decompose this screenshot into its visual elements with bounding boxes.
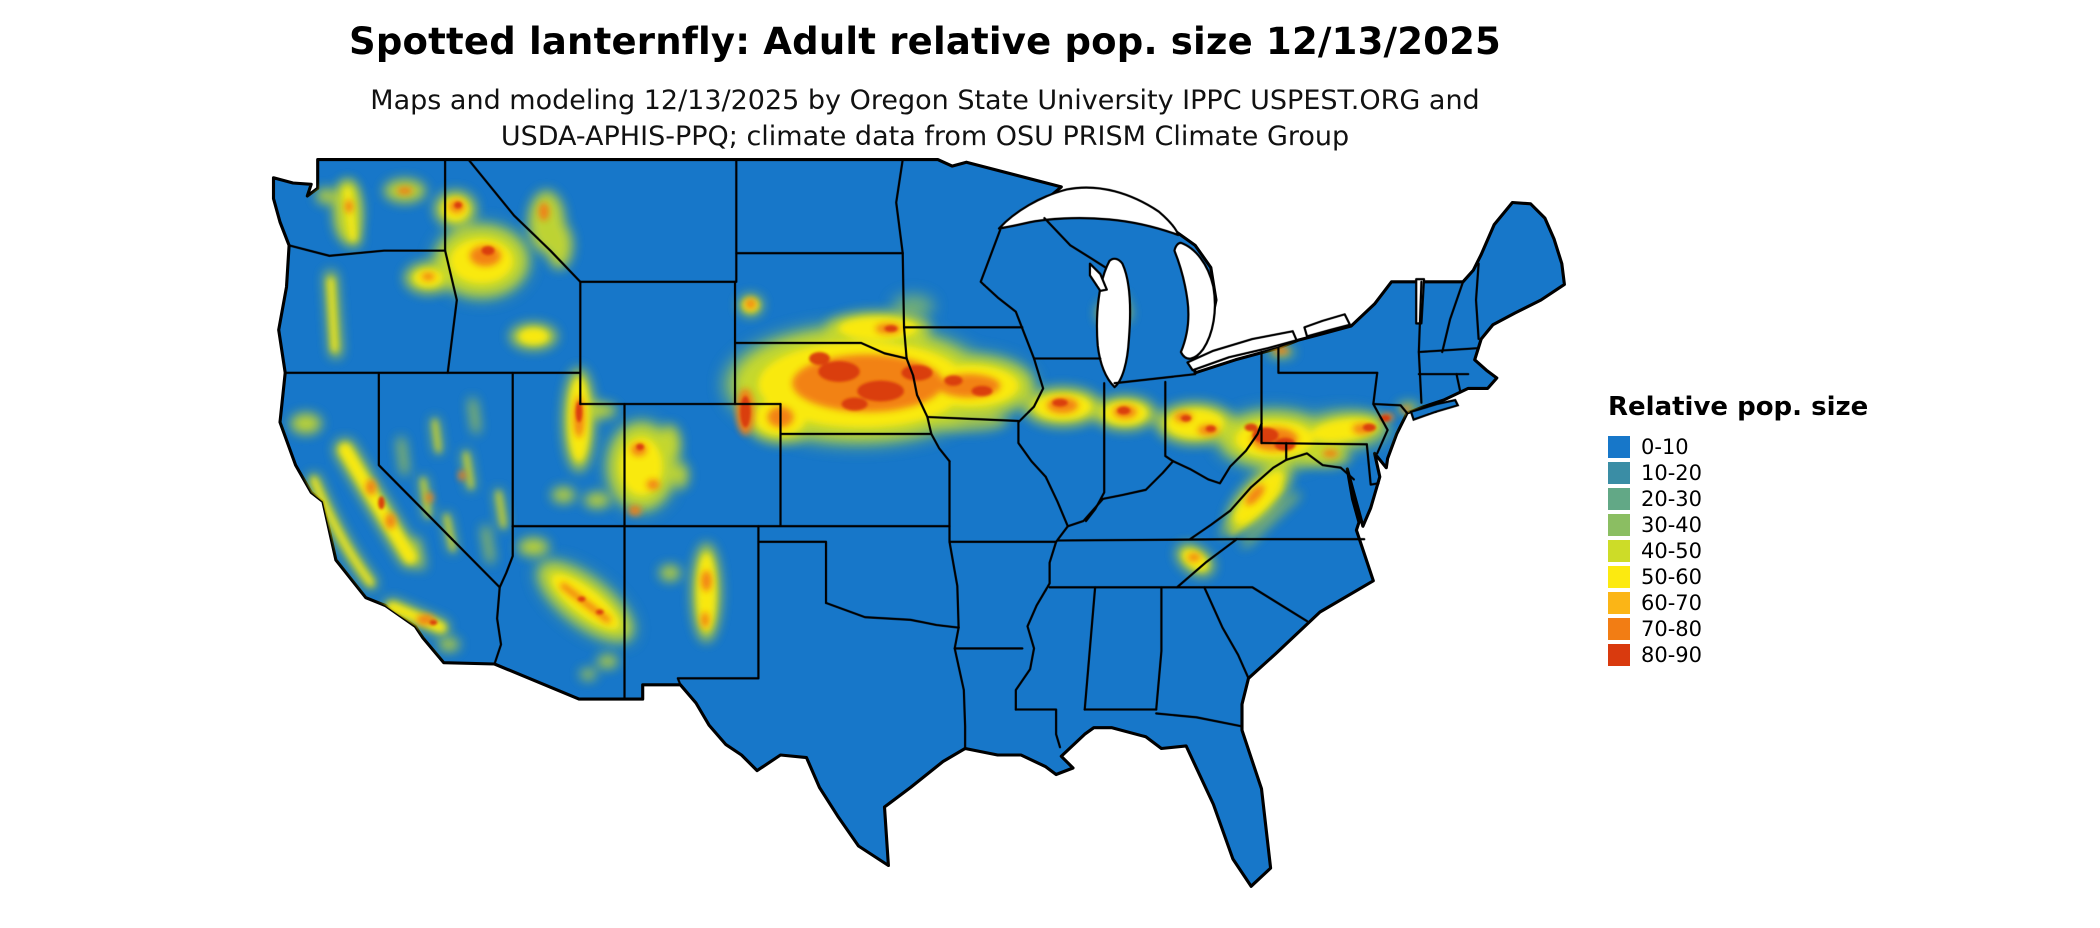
legend-item-label: 0-10: [1641, 435, 1689, 459]
green-bay: [1088, 262, 1108, 293]
legend-item: 80-90: [1608, 642, 1868, 668]
lake-superior: [997, 186, 1180, 237]
legend-item-label: 40-50: [1641, 539, 1703, 563]
legend-item-label: 60-70: [1641, 591, 1703, 615]
legend-item: 20-30: [1608, 486, 1868, 512]
state-borders: [284, 158, 1480, 750]
legend-item: 0-10: [1608, 434, 1868, 460]
legend-swatch: [1608, 644, 1630, 666]
legend-item: 70-80: [1608, 616, 1868, 642]
us-map-svg: [271, 158, 1566, 888]
legend-swatch: [1608, 540, 1630, 562]
legend: Relative pop. size 0-10 10-20 20-30 30-4…: [1608, 392, 1868, 668]
chart-header: Spotted lanternfly: Adult relative pop. …: [0, 20, 1850, 154]
legend-title: Relative pop. size: [1608, 392, 1869, 422]
subtitle-line-2: USDA-APHIS-PPQ; climate data from OSU PR…: [500, 120, 1350, 152]
great-lakes: [997, 186, 1426, 389]
legend-item-label: 30-40: [1641, 513, 1703, 537]
legend-swatch: [1608, 514, 1630, 536]
lake-erie: [1186, 330, 1298, 372]
legend-item-label: 80-90: [1641, 643, 1703, 667]
legend-item: 60-70: [1608, 590, 1868, 616]
plot-canvas: { "title": "Spotted lanternfly: Adult re…: [0, 20, 1869, 888]
lake-huron: [1173, 241, 1216, 360]
legend-item: 10-20: [1608, 460, 1868, 486]
legend-item: 40-50: [1608, 538, 1868, 564]
legend-swatch: [1608, 592, 1630, 614]
map-subtitle: Maps and modeling 12/13/2025 by Oregon S…: [0, 83, 1850, 154]
legend-swatch: [1608, 488, 1630, 510]
legend-swatch: [1608, 462, 1630, 484]
legend-swatch: [1608, 566, 1630, 588]
legend-item: 50-60: [1608, 564, 1868, 590]
page-title: Spotted lanternfly: Adult relative pop. …: [348, 20, 1502, 63]
long-island: [1409, 398, 1460, 422]
legend-swatch: [1608, 436, 1630, 458]
legend-swatch: [1608, 618, 1630, 640]
subtitle-line-1: Maps and modeling 12/13/2025 by Oregon S…: [370, 85, 1480, 116]
legend-item: 30-40: [1608, 512, 1868, 538]
legend-item-label: 20-30: [1641, 487, 1703, 511]
heat-strokes-50-60: [311, 187, 1283, 633]
us-map: [267, 144, 1567, 924]
legend-item-label: 50-60: [1641, 565, 1703, 589]
legend-item-label: 10-20: [1641, 461, 1703, 485]
lake-ontario: [1303, 313, 1352, 338]
legend-item-label: 70-80: [1641, 617, 1703, 641]
